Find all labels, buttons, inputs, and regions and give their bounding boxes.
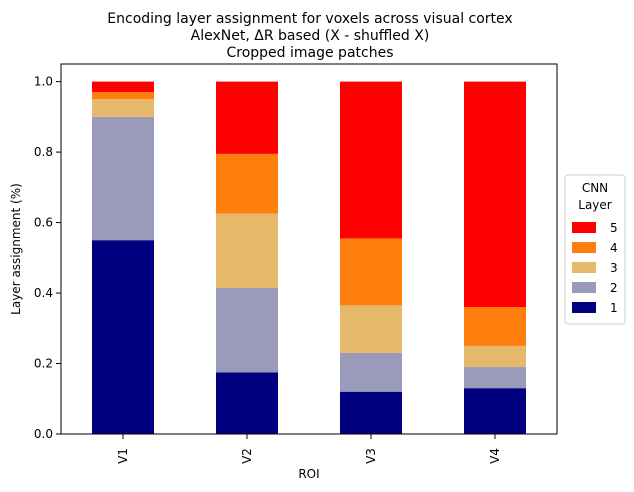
y-tick-label: 0.0	[34, 427, 53, 441]
x-tick-label-v4: V4	[488, 448, 502, 464]
y-tick-label: 1.0	[34, 75, 53, 89]
legend-swatch-layer-1	[572, 302, 596, 313]
bar-v3-layer-2	[340, 352, 402, 392]
y-tick-label: 0.4	[34, 286, 53, 300]
legend-title-line-1: CNN	[582, 181, 608, 195]
bar-v4-layer-1	[464, 388, 526, 434]
legend-items: 5 4 3 2 1	[572, 221, 618, 315]
bar-v2-layer-2	[216, 287, 278, 373]
legend-swatch-layer-2	[572, 282, 596, 293]
bar-v4-layer-5	[464, 81, 526, 308]
bar-v3-layer-1	[340, 391, 402, 434]
bar-v4-layer-3	[464, 345, 526, 368]
bar-v2-layer-1	[216, 372, 278, 434]
bar-v1-layer-3	[92, 99, 154, 117]
y-axis-label: Layer assignment (%)	[9, 183, 23, 315]
bars-layer	[92, 81, 526, 434]
y-tick-label: 0.2	[34, 357, 53, 371]
y-axis: 0.0 0.2 0.4 0.6 0.8 1.0	[34, 75, 61, 441]
bar-v2-layer-5	[216, 81, 278, 154]
y-tick-label: 0.8	[34, 145, 53, 159]
legend-swatch-layer-4	[572, 242, 596, 253]
bar-v4-layer-4	[464, 307, 526, 346]
x-axis: V1 V2 V3 V4	[116, 434, 502, 464]
legend-title-line-2: Layer	[578, 198, 612, 212]
legend-label-layer-4: 4	[610, 241, 618, 255]
bar-v3-layer-4	[340, 238, 402, 306]
title-line-3: Cropped image patches	[226, 45, 393, 61]
bar-v4-layer-2	[464, 367, 526, 389]
legend-label-layer-1: 1	[610, 301, 618, 315]
legend-label-layer-2: 2	[610, 281, 618, 295]
bar-v2-layer-3	[216, 213, 278, 288]
title-line-1: Encoding layer assignment for voxels acr…	[107, 11, 512, 27]
bar-v2-layer-4	[216, 153, 278, 214]
x-tick-label-v3: V3	[364, 448, 378, 464]
legend: CNN Layer 5 4 3 2 1	[564, 174, 626, 325]
bar-v1-layer-1	[92, 240, 154, 434]
bar-v1-layer-4	[92, 92, 154, 100]
legend-label-layer-3: 3	[610, 261, 618, 275]
x-tick-label-v2: V2	[240, 448, 254, 464]
chart-title: Encoding layer assignment for voxels acr…	[107, 11, 512, 61]
legend-swatch-layer-5	[572, 222, 596, 233]
x-axis-label: ROI	[298, 467, 319, 481]
plot-frame	[60, 63, 558, 435]
bar-v1-layer-2	[92, 116, 154, 241]
y-tick-label: 0.6	[34, 216, 53, 230]
bar-v3-layer-5	[340, 81, 402, 239]
title-line-2: AlexNet, ΔR based (X - shuffled X)	[191, 28, 430, 44]
bar-v1-layer-5	[92, 81, 154, 93]
bar-v3-layer-3	[340, 305, 402, 353]
legend-label-layer-5: 5	[610, 221, 618, 235]
x-tick-label-v1: V1	[116, 448, 130, 464]
legend-swatch-layer-3	[572, 262, 596, 273]
